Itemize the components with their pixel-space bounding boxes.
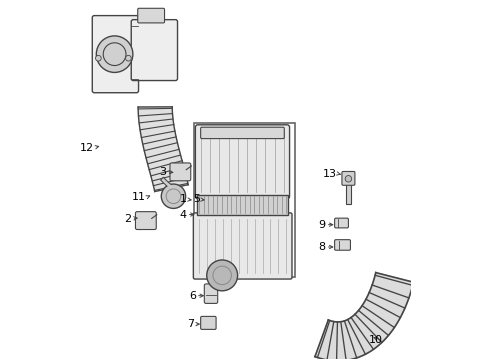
Bar bbox=[346, 182, 350, 204]
Text: 8: 8 bbox=[318, 242, 325, 252]
Polygon shape bbox=[138, 107, 188, 192]
FancyBboxPatch shape bbox=[200, 127, 284, 139]
Text: 7: 7 bbox=[186, 319, 194, 329]
Text: 11: 11 bbox=[132, 193, 146, 202]
Circle shape bbox=[345, 176, 351, 182]
Circle shape bbox=[161, 184, 185, 208]
FancyBboxPatch shape bbox=[135, 212, 156, 230]
FancyBboxPatch shape bbox=[334, 240, 350, 250]
FancyBboxPatch shape bbox=[334, 218, 348, 228]
Polygon shape bbox=[314, 273, 413, 360]
FancyBboxPatch shape bbox=[204, 284, 217, 303]
FancyBboxPatch shape bbox=[341, 171, 354, 185]
FancyBboxPatch shape bbox=[138, 8, 164, 23]
Polygon shape bbox=[131, 26, 138, 78]
FancyBboxPatch shape bbox=[195, 125, 289, 199]
FancyBboxPatch shape bbox=[197, 195, 288, 215]
Text: 4: 4 bbox=[180, 210, 186, 220]
Text: 9: 9 bbox=[318, 220, 325, 230]
FancyBboxPatch shape bbox=[200, 316, 216, 329]
FancyBboxPatch shape bbox=[92, 15, 138, 93]
Circle shape bbox=[96, 36, 133, 72]
FancyBboxPatch shape bbox=[193, 213, 291, 279]
Text: 1: 1 bbox=[180, 194, 186, 204]
Bar bbox=[193, 123, 295, 278]
Text: 3: 3 bbox=[159, 167, 166, 177]
FancyBboxPatch shape bbox=[131, 20, 177, 81]
Text: 12: 12 bbox=[80, 143, 94, 153]
Text: 2: 2 bbox=[124, 213, 131, 224]
Circle shape bbox=[95, 55, 101, 61]
Text: 13: 13 bbox=[323, 168, 336, 179]
Text: 10: 10 bbox=[368, 336, 382, 345]
Circle shape bbox=[125, 55, 131, 61]
FancyBboxPatch shape bbox=[170, 163, 190, 181]
Text: 6: 6 bbox=[188, 291, 195, 301]
Circle shape bbox=[206, 260, 237, 291]
Text: 5: 5 bbox=[192, 194, 200, 204]
